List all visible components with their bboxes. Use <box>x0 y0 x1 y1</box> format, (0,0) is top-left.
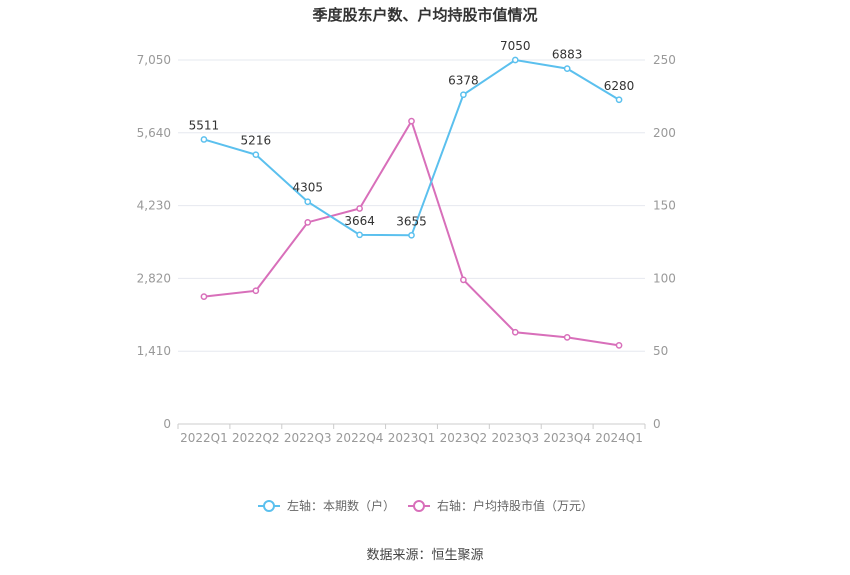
data-label: 6378 <box>448 74 479 88</box>
data-label: 3655 <box>396 214 427 228</box>
left-axis-ticks: 0 1,410 2,820 4,230 5,640 7,050 <box>137 53 171 431</box>
right-tick-label: 250 <box>653 53 676 67</box>
left-tick-label: 1,410 <box>137 344 171 358</box>
series-0-point[interactable] <box>252 151 260 159</box>
legend-swatch-marker <box>263 500 275 512</box>
right-tick-label: 100 <box>653 271 676 285</box>
legend-label: 右轴：户均持股市值（万元） <box>437 498 593 513</box>
grid <box>178 59 645 425</box>
series-1-point[interactable] <box>615 342 623 349</box>
series-1-point[interactable] <box>304 218 312 226</box>
x-tick-label: 2023Q4 <box>543 431 591 445</box>
series-1-point[interactable] <box>200 293 208 300</box>
right-tick-label: 200 <box>653 126 676 140</box>
x-tick-label: 2022Q2 <box>232 431 280 445</box>
series-1-point[interactable] <box>252 287 260 295</box>
series-layer: 5511 5216 4305 3664 3655 6378 7050 6883 6280 <box>189 39 635 349</box>
series-0-point[interactable] <box>304 198 312 206</box>
left-tick-label: 4,230 <box>137 199 171 213</box>
left-tick-label: 5,640 <box>137 126 171 140</box>
right-tick-label: 50 <box>653 344 668 358</box>
data-label: 6883 <box>552 48 583 62</box>
legend-item-1[interactable]: 右轴：户均持股市值（万元） <box>408 498 593 513</box>
x-tick-label: 2023Q3 <box>491 431 539 445</box>
left-tick-label: 2,820 <box>137 271 171 285</box>
left-tick-label: 0 <box>163 417 171 431</box>
series-0-point[interactable] <box>356 231 363 239</box>
source-note: 数据来源：恒生聚源 <box>366 548 483 563</box>
x-tick-label: 2022Q3 <box>284 431 332 445</box>
right-tick-label: 0 <box>653 417 661 431</box>
data-label: 6280 <box>604 79 635 93</box>
series-1-point[interactable] <box>511 328 519 336</box>
legend-label: 左轴：本期数（户） <box>287 498 395 513</box>
series-0-point[interactable] <box>200 136 208 143</box>
right-axis-ticks: 0 50 100 150 200 250 <box>653 53 676 431</box>
series-0-point[interactable] <box>563 65 571 72</box>
series-1-point[interactable] <box>563 334 571 341</box>
series-1-point[interactable] <box>408 117 415 125</box>
series-0-point[interactable] <box>460 91 467 99</box>
data-label: 7050 <box>500 39 531 53</box>
right-tick-label: 150 <box>653 199 676 213</box>
legend[interactable]: 左轴：本期数（户） 右轴：户均持股市值（万元） <box>258 498 593 513</box>
data-label: 3664 <box>344 214 375 228</box>
x-tick-label: 2022Q1 <box>180 431 228 445</box>
series-0-point[interactable] <box>615 96 623 104</box>
x-axis-ticks: 2022Q1 2022Q2 2022Q3 2022Q4 2023Q1 2023Q2 2023… <box>177 424 646 445</box>
chart-title: 季度股东户数、户均持股市值情况 <box>312 6 537 24</box>
data-label: 5511 <box>189 118 220 132</box>
left-tick-label: 7,050 <box>137 53 171 67</box>
series-0-point[interactable] <box>511 56 519 64</box>
series-0-point[interactable] <box>408 231 415 239</box>
x-tick-label: 2023Q1 <box>388 431 436 445</box>
x-tick-label: 2022Q4 <box>336 431 384 445</box>
data-label: 4305 <box>292 181 323 195</box>
series-1-point[interactable] <box>460 276 467 284</box>
data-label: 5216 <box>241 134 272 148</box>
x-tick-label: 2023Q2 <box>440 431 488 445</box>
legend-item-0[interactable]: 左轴：本期数（户） <box>258 498 395 513</box>
legend-swatch-marker <box>413 500 425 512</box>
series-1-point[interactable] <box>356 205 363 212</box>
x-tick-label: 2024Q1 <box>595 431 643 445</box>
